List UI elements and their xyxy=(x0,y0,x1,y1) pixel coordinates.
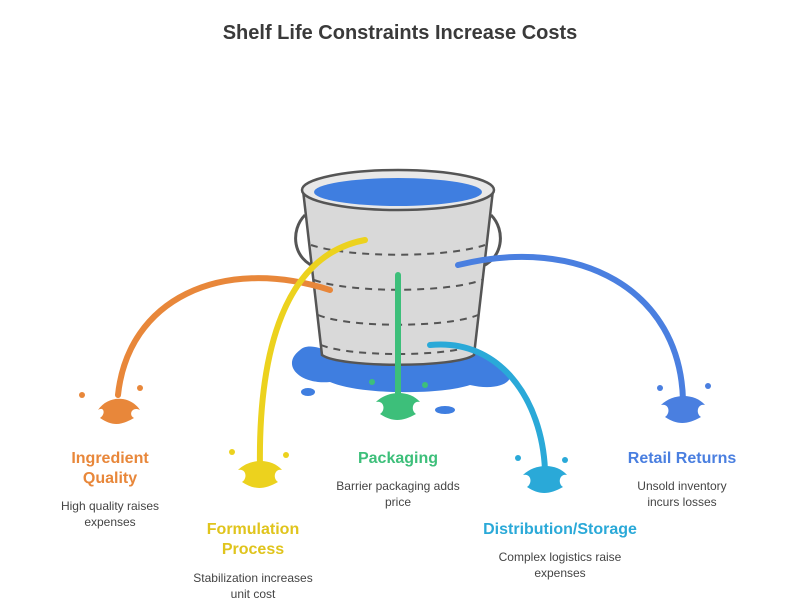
puddle-drop xyxy=(301,388,315,396)
streams xyxy=(115,237,686,473)
splashes xyxy=(79,379,711,493)
item-label: Distribution/Storage xyxy=(483,521,637,538)
puddle-drop xyxy=(435,406,455,414)
stream-orange xyxy=(115,275,333,398)
item-description: Barrier packaging adds price xyxy=(336,479,460,509)
drop xyxy=(369,379,375,385)
item-description: Complex logistics raise expenses xyxy=(498,550,622,580)
splash-orange xyxy=(98,398,140,424)
drop xyxy=(515,455,521,461)
item-label: Retail Returns xyxy=(627,450,737,467)
drop xyxy=(562,457,568,463)
drop xyxy=(705,383,711,389)
item-description: Unsold inventory incurs losses xyxy=(637,479,727,509)
item-description: Stabilization increases unit cost xyxy=(193,571,313,601)
drop xyxy=(283,452,289,458)
splash-blue xyxy=(661,396,705,423)
splash-cyan xyxy=(523,466,567,493)
drop xyxy=(137,385,143,391)
item-description: High quality raises expenses xyxy=(60,499,160,529)
title: Shelf Life Constraints Increase Costs xyxy=(222,22,578,44)
item-label: Formulation Process xyxy=(206,521,300,558)
drop xyxy=(657,385,663,391)
bucket-water xyxy=(314,178,482,206)
stream-cyan xyxy=(427,341,548,473)
drop xyxy=(422,382,428,388)
stream-yellow xyxy=(256,237,368,473)
drop xyxy=(229,449,235,455)
splash-yellow xyxy=(238,461,282,488)
item-label: Ingredient Quality xyxy=(71,450,149,487)
drop xyxy=(79,392,85,398)
item-label: Packaging xyxy=(357,450,439,467)
splash-green xyxy=(376,393,420,420)
stream-blue xyxy=(455,254,686,403)
